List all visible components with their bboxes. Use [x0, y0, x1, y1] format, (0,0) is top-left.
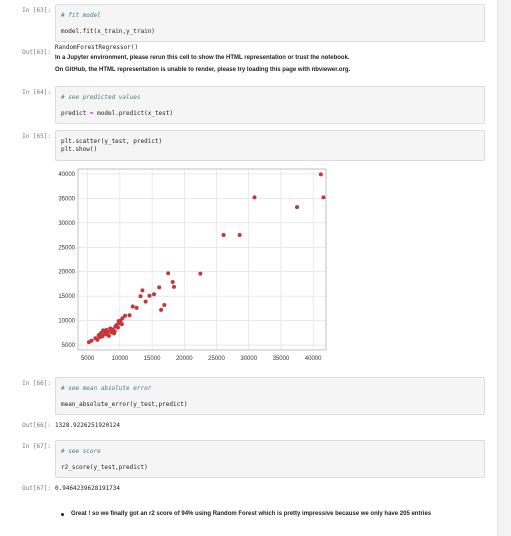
- plot-frame: [78, 169, 326, 350]
- scatter-point: [321, 195, 325, 199]
- scatter-point: [131, 304, 135, 308]
- output-warning-line-1: In a Jupyter environment, please rerun t…: [55, 55, 350, 61]
- vertical-scrollbar[interactable]: [497, 0, 511, 536]
- x-tick-label: 40000: [305, 356, 322, 362]
- x-tick-label: 10000: [112, 356, 129, 362]
- y-tick-label: 40000: [58, 172, 75, 178]
- scatter-point: [295, 205, 299, 209]
- output-text-67: 0.9464239628191734: [55, 485, 120, 492]
- scatter-point: [135, 306, 139, 310]
- y-tick-label: 35000: [58, 196, 75, 202]
- y-tick-label: 10000: [58, 319, 75, 325]
- x-tick-label: 35000: [273, 356, 290, 362]
- markdown-bullet-text: Great ! so we finally got an r2 score of…: [71, 509, 471, 519]
- cell-prompt-66: In [66]:: [0, 380, 51, 387]
- y-tick-label: 30000: [58, 221, 75, 227]
- scatter-point: [159, 308, 163, 312]
- scatter-point: [157, 285, 161, 289]
- x-tick-label: 20000: [176, 356, 193, 362]
- code-cell-64[interactable]: # see predicted values predict = model.p…: [55, 86, 485, 124]
- code-line-2: plt.show(): [61, 146, 97, 153]
- code-cell-67[interactable]: # see score r2_score(y_test,predict): [55, 440, 485, 478]
- scatter-point: [123, 314, 127, 318]
- code-line: model.fit(x_train,y_train): [61, 28, 155, 35]
- scatter-point: [113, 329, 117, 333]
- x-axis-ticks: 5000 10000 15000 20000 25000 30000 35000 40000: [81, 356, 322, 362]
- scatter-point: [238, 233, 242, 237]
- scatter-point: [109, 327, 113, 331]
- y-tick-label: 25000: [58, 245, 75, 251]
- scatter-point: [252, 195, 256, 199]
- cell-prompt-64: In [64]:: [0, 89, 51, 96]
- y-tick-label: 20000: [58, 270, 75, 276]
- scatter-point: [166, 271, 170, 275]
- x-tick-label: 15000: [144, 356, 161, 362]
- scatter-point: [162, 303, 166, 307]
- code-line-1: plt.scatter(y_test, predict): [61, 138, 162, 145]
- code-comment: # see score: [61, 448, 101, 455]
- output-prompt-66: Out[66]:: [0, 422, 51, 429]
- code-comment: # see mean absolute error: [61, 385, 151, 392]
- y-tick-label: 5000: [62, 343, 76, 349]
- scatter-point: [116, 325, 120, 329]
- code-line: r2_score(y_test,predict): [61, 464, 148, 471]
- scatter-point: [117, 319, 121, 323]
- y-tick-label: 15000: [58, 294, 75, 300]
- cell-prompt-65: In [65]:: [0, 133, 51, 140]
- scatter-point: [90, 339, 94, 343]
- output-text-66: 1328.9226251920124: [55, 422, 120, 429]
- code-cell-63[interactable]: # fit model model.fit(x_train,y_train): [55, 4, 485, 42]
- scatter-point: [120, 322, 124, 326]
- cell-prompt-63: In [63]:: [0, 7, 51, 14]
- code-token: predict: [61, 110, 90, 117]
- x-tick-label: 25000: [208, 356, 225, 362]
- plot-grid: [78, 169, 326, 350]
- scatter-point: [101, 328, 105, 332]
- scatter-plot: 5000 10000 15000 20000 25000 30000 35000 40000 …: [40, 164, 340, 369]
- y-axis-ticks: 5000 10000 15000 20000 25000 30000 35000 40000: [58, 172, 75, 349]
- scatter-point: [97, 333, 101, 337]
- code-cell-66[interactable]: # see mean absolute error mean_absolute_…: [55, 377, 485, 415]
- scatter-point: [128, 313, 132, 317]
- scatter-point: [171, 280, 175, 284]
- output-prompt-63: Out[63]:: [0, 49, 51, 56]
- scatter-point: [172, 285, 176, 289]
- scatter-point: [144, 300, 148, 304]
- code-comment: # fit model: [61, 12, 101, 19]
- scatter-point: [148, 294, 152, 298]
- scatter-point: [138, 294, 142, 298]
- code-comment: # see predicted values: [61, 94, 140, 101]
- code-line: mean_absolute_error(y_test,predict): [61, 401, 187, 408]
- code-token: model.predict(x_test): [94, 110, 173, 117]
- output-text-63: RandomForestRegressor(): [55, 44, 138, 51]
- output-prompt-67: Out[67]:: [0, 485, 51, 492]
- x-tick-label: 5000: [81, 356, 95, 362]
- code-line: predict = model.predict(x_test): [61, 110, 173, 117]
- output-warning-line-2: On GitHub, the HTML representation is un…: [55, 67, 350, 73]
- x-tick-label: 30000: [240, 356, 257, 362]
- scatter-point: [319, 172, 323, 176]
- scatter-point: [152, 292, 156, 296]
- code-cell-65[interactable]: plt.scatter(y_test, predict) plt.show(): [55, 130, 485, 161]
- scatter-point: [105, 332, 109, 336]
- bullet-marker: [61, 513, 64, 516]
- cell-prompt-67: In [67]:: [0, 443, 51, 450]
- scatter-point: [222, 233, 226, 237]
- scatter-point: [140, 288, 144, 292]
- scatter-point: [198, 272, 202, 276]
